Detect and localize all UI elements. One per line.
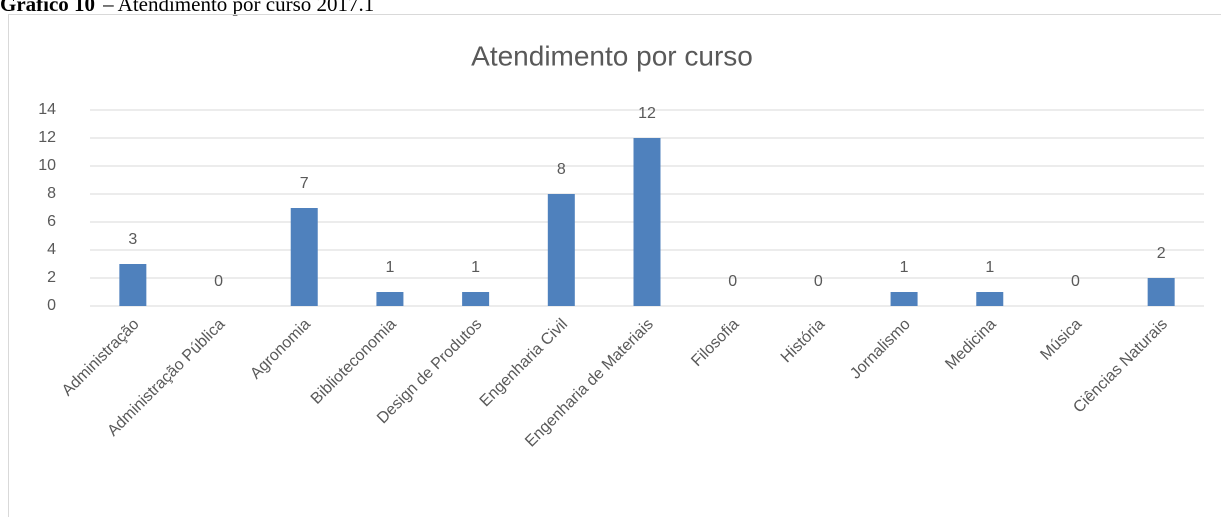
data-label: 2: [1157, 245, 1166, 262]
chart-border: [8, 14, 1221, 517]
x-tick-label: Ciências Naturais: [1070, 316, 1171, 417]
data-label: 1: [900, 259, 909, 276]
caption-label: Gráfico 10: [0, 0, 95, 16]
y-tick-label: 14: [38, 101, 56, 118]
bar: [890, 292, 918, 306]
x-tick-label: Engenharia Civil: [477, 316, 571, 410]
bar: [462, 292, 490, 306]
data-label: 1: [985, 259, 994, 276]
bar: [1147, 278, 1175, 306]
bar: [976, 292, 1004, 306]
data-label: 1: [385, 259, 394, 276]
x-tick-label: História: [778, 316, 828, 366]
y-tick-label: 0: [47, 297, 56, 314]
x-tick-label: Medicina: [942, 316, 999, 373]
x-tick-label: Filosofia: [688, 316, 742, 370]
data-label: 0: [814, 273, 823, 290]
x-tick-label: Agronomia: [247, 316, 314, 383]
x-tick-label: Biblioteconomia: [308, 316, 400, 408]
bar: [547, 194, 575, 306]
data-label: 3: [128, 231, 137, 248]
caption-text: – Atendimento por curso 2017.1: [102, 0, 374, 16]
x-tick-label: Administração: [59, 316, 143, 400]
bar: [633, 138, 661, 306]
y-tick-label: 2: [47, 269, 56, 286]
data-label: 0: [214, 273, 223, 290]
bar: [290, 208, 318, 306]
data-label: 1: [471, 259, 480, 276]
bar: [376, 292, 404, 306]
y-tick-label: 4: [47, 241, 56, 258]
data-label: 0: [1071, 273, 1080, 290]
x-tick-label: Música: [1037, 316, 1085, 364]
data-label: 0: [728, 273, 737, 290]
bar: [119, 264, 147, 306]
caption: Gráfico 10 – Atendimento por curso 2017.1: [0, 0, 374, 16]
x-tick-label: Jornalismo: [847, 316, 914, 383]
y-tick-label: 10: [38, 157, 56, 174]
y-tick-label: 8: [47, 185, 56, 202]
chart-title: Atendimento por curso: [471, 40, 753, 71]
y-tick-label: 12: [38, 129, 56, 146]
y-tick-label: 6: [47, 213, 56, 230]
data-label: 7: [300, 175, 309, 192]
data-label: 12: [638, 105, 656, 122]
data-label: 8: [557, 161, 566, 178]
